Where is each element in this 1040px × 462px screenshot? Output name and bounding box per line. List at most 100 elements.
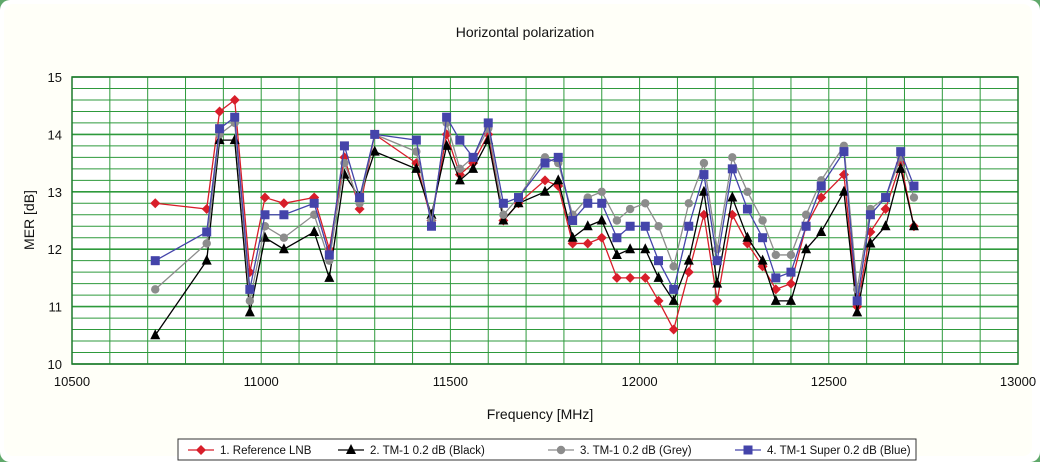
series-line (154, 115, 915, 301)
data-point (513, 197, 524, 208)
data-point (852, 285, 862, 294)
data-point (727, 164, 737, 174)
data-point (668, 324, 679, 335)
x-tick-label: 11000 (244, 374, 279, 389)
data-point (786, 250, 796, 260)
data-point (370, 129, 380, 139)
data-point (324, 271, 335, 282)
series-4 (150, 112, 919, 306)
data-point (201, 254, 212, 265)
data-point (540, 158, 550, 168)
y-tick-label: 12 (48, 242, 62, 257)
data-point (214, 106, 225, 117)
data-point (151, 285, 160, 294)
data-point (852, 306, 863, 317)
y-tick-label: 14 (48, 127, 62, 142)
data-point (454, 174, 465, 185)
data-point (150, 198, 161, 209)
x-tick-label: 13000 (1000, 374, 1036, 389)
data-point (908, 220, 919, 231)
x-tick-label: 12500 (811, 374, 847, 389)
data-point (309, 198, 319, 208)
data-point (245, 284, 255, 294)
data-point (654, 256, 664, 266)
data-point (865, 210, 875, 220)
data-point (838, 185, 849, 196)
legend: 1. Reference LNB 2. TM-1 0.2 dB (Black) 3.… (177, 438, 917, 461)
data-point (596, 214, 607, 225)
data-point (150, 329, 161, 340)
data-point (411, 162, 422, 173)
data-point (230, 112, 240, 122)
data-point (259, 192, 270, 203)
data-point (498, 214, 509, 225)
data-point (582, 238, 593, 249)
data-point (202, 239, 211, 248)
data-point (442, 112, 452, 122)
data-point (597, 198, 607, 208)
data-point (278, 243, 289, 254)
data-point (771, 250, 781, 260)
data-point (801, 210, 811, 219)
grid (71, 76, 1019, 365)
data-point (411, 135, 421, 145)
data-point (816, 181, 826, 191)
series-line (154, 138, 915, 336)
legend-marker (743, 445, 753, 455)
data-point (770, 294, 781, 305)
data-point (426, 221, 436, 231)
data-point (441, 139, 452, 150)
y-axis-label: MER [dB] (21, 190, 37, 250)
data-point (553, 174, 564, 185)
data-point (582, 220, 593, 231)
data-point (279, 210, 289, 220)
data-point (909, 181, 919, 191)
data-point (483, 118, 493, 128)
legend-label: 2. TM-1 0.2 dB (Black) (370, 445, 485, 457)
data-point (895, 162, 906, 173)
data-point (852, 296, 862, 306)
data-point (612, 216, 622, 225)
data-point (568, 216, 578, 225)
data-point (654, 222, 663, 231)
plot-area (72, 77, 1018, 364)
data-point (757, 254, 768, 265)
data-point (640, 243, 651, 254)
data-point (455, 164, 465, 174)
data-point (640, 272, 651, 283)
data-point (865, 237, 876, 248)
data-point (468, 162, 479, 173)
data-point (625, 243, 636, 254)
data-point (229, 94, 240, 105)
data-point (816, 225, 827, 236)
legend-label: 1. Reference LNB (220, 445, 312, 457)
data-point (611, 248, 622, 259)
data-point (668, 294, 679, 305)
data-point (355, 193, 365, 203)
data-point (244, 306, 255, 317)
data-point (771, 273, 781, 283)
x-tick-label: 10500 (54, 374, 90, 389)
data-point (202, 227, 212, 237)
data-point (839, 147, 849, 157)
data-point (468, 152, 478, 162)
data-point (640, 221, 650, 231)
data-point (514, 193, 524, 203)
data-point (369, 145, 380, 156)
data-point (669, 262, 678, 271)
data-point (260, 210, 270, 220)
legend-label: 3. TM-1 0.2 dB (Grey) (580, 445, 692, 457)
legend-marker (556, 445, 566, 455)
data-point (309, 225, 320, 236)
data-point (683, 267, 694, 278)
legend-marker (196, 445, 206, 455)
data-point (743, 187, 752, 196)
data-point (245, 296, 255, 306)
data-point (499, 210, 508, 219)
data-point (683, 254, 694, 265)
series-line (155, 98, 915, 332)
data-point (712, 277, 723, 288)
data-point (786, 267, 796, 277)
data-point (426, 208, 437, 219)
